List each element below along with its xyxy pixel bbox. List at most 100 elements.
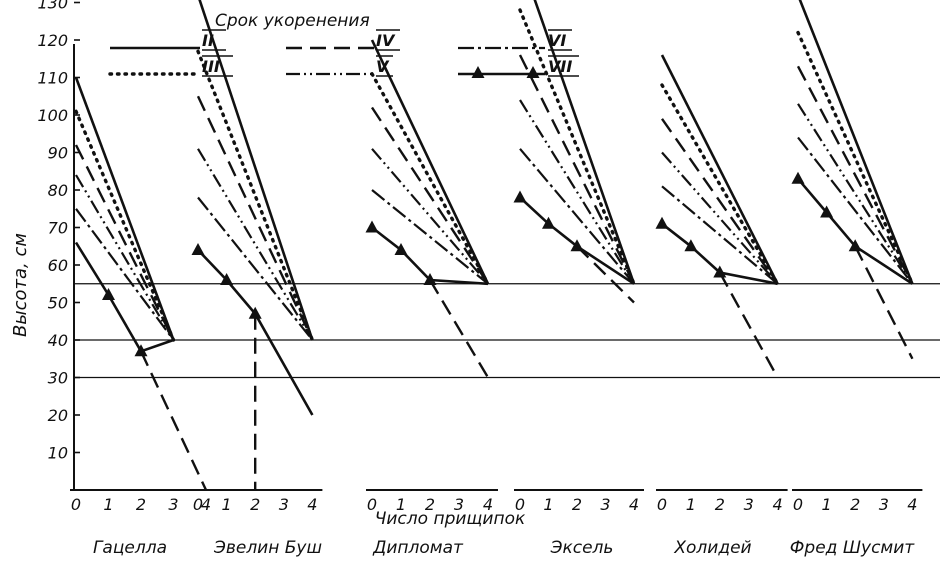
dashed-continuation-line xyxy=(718,271,779,379)
data-point-marker xyxy=(820,205,834,218)
legend-label-II: II xyxy=(202,31,214,50)
x-tick-label: 4 xyxy=(907,495,917,514)
legend-title: Срок укоренения xyxy=(215,11,370,31)
x-tick-label: 4 xyxy=(483,495,493,514)
y-tick-label: 90 xyxy=(48,144,68,163)
data-point-marker xyxy=(713,265,727,278)
x-tick-label: 2 xyxy=(250,495,260,514)
x-tick-label: 0 xyxy=(71,495,81,514)
y-tick-label: 40 xyxy=(48,331,68,350)
data-point-marker xyxy=(791,171,805,184)
x-tick-label: 2 xyxy=(715,495,725,514)
series-line-IV xyxy=(370,106,490,285)
series-line-IV xyxy=(518,54,636,285)
series-line-III xyxy=(74,109,176,342)
data-point-marker xyxy=(423,273,437,285)
dashed-continuation-line xyxy=(428,279,490,379)
series-line-III xyxy=(370,72,490,286)
series-line-VII xyxy=(661,222,778,286)
series-line-IV xyxy=(661,118,779,285)
x-tick-label: 1 xyxy=(222,495,232,514)
dashed-continuation-line xyxy=(139,350,208,491)
variety-name-label: Холидей xyxy=(673,538,751,558)
series-line-III xyxy=(796,30,915,286)
x-tick-label: 0 xyxy=(793,495,803,514)
x-tick-label: 2 xyxy=(136,495,146,514)
series-line-V xyxy=(797,103,914,285)
data-point-marker xyxy=(220,273,234,285)
data-point-marker xyxy=(848,239,862,252)
series-line-II xyxy=(660,54,779,285)
data-point-marker xyxy=(191,243,205,255)
x-tick-label: 0 xyxy=(367,495,377,514)
series-line-II xyxy=(370,39,490,285)
x-tick-label: 1 xyxy=(822,495,832,514)
variety-name-label: Гацелла xyxy=(93,538,167,558)
y-tick-label: 80 xyxy=(48,181,68,200)
series-line-VII xyxy=(197,249,314,416)
x-tick-label: 3 xyxy=(279,495,289,514)
data-point-marker xyxy=(102,288,115,300)
series-line-II xyxy=(798,0,914,285)
data-point-marker xyxy=(655,216,669,229)
x-tick-label: 0 xyxy=(657,495,667,514)
series-line-V xyxy=(519,99,635,285)
x-tick-label: 3 xyxy=(454,495,464,514)
data-point-marker xyxy=(394,243,408,255)
series-line-V xyxy=(75,174,175,341)
x-tick-label: 3 xyxy=(600,495,610,514)
variety-name-label: Дипломат xyxy=(372,538,464,558)
x-tick-label: 1 xyxy=(543,495,553,514)
series-line-VI xyxy=(75,208,175,341)
y-tick-label: 10 xyxy=(48,444,68,463)
y-tick-label: 50 xyxy=(48,294,68,313)
series-line-VI xyxy=(797,136,914,285)
y-tick-label: 70 xyxy=(48,219,68,238)
axes: 102030405060708090100110120130140 xyxy=(37,0,940,490)
series-line-III xyxy=(196,49,315,342)
series-line-VI xyxy=(371,189,489,285)
variety-group: 0 1 2 3 4 Холидей xyxy=(655,54,788,558)
series-line-III xyxy=(518,8,636,286)
x-axis-label: Число прищипок xyxy=(375,509,526,529)
variety-name-label: Эвелин Буш xyxy=(213,538,322,558)
y-tick-label: 20 xyxy=(48,406,68,425)
series-line-VI xyxy=(197,196,314,341)
series-line-V xyxy=(371,148,489,285)
legend-label-VI: VI xyxy=(548,31,566,50)
legend-marker-icon xyxy=(526,66,540,78)
series-line-VI xyxy=(661,185,779,285)
variety-group: 0 1 2 3 4 Фред Шусмит xyxy=(790,0,923,558)
x-tick-label: 2 xyxy=(425,495,435,514)
series-line-III xyxy=(660,83,780,286)
series-line-VI xyxy=(519,148,635,285)
y-tick-label: 100 xyxy=(37,106,68,125)
dashed-continuation-line xyxy=(854,245,914,360)
y-tick-label: 120 xyxy=(37,31,68,50)
series-line-II xyxy=(74,77,175,341)
series-line-IV xyxy=(196,95,314,341)
data-point-marker xyxy=(513,190,527,203)
series-line-IV xyxy=(74,144,175,341)
legend-label-VII: VII xyxy=(548,57,572,76)
dashed-continuation-line xyxy=(576,245,635,304)
y-tick-label: 30 xyxy=(48,369,68,388)
x-tick-label: 0 xyxy=(515,495,525,514)
x-tick-label: 2 xyxy=(850,495,860,514)
y-tick-label: 130 xyxy=(37,0,68,13)
legend-marker-icon xyxy=(471,66,485,78)
x-tick-label: 4 xyxy=(201,495,211,514)
data-point-marker xyxy=(542,216,555,229)
series-line-IV xyxy=(796,65,914,285)
data-point-marker xyxy=(134,344,148,357)
data-point-marker xyxy=(365,220,379,233)
series-line-VII xyxy=(519,196,635,285)
x-tick-label: 3 xyxy=(879,495,889,514)
variety-group: 0 1 2 3 4 Дипломат xyxy=(365,39,498,558)
x-tick-label: 0 xyxy=(193,495,203,514)
x-tick-label: 2 xyxy=(572,495,582,514)
series-line-V xyxy=(197,148,314,341)
series-line-II xyxy=(533,0,636,285)
